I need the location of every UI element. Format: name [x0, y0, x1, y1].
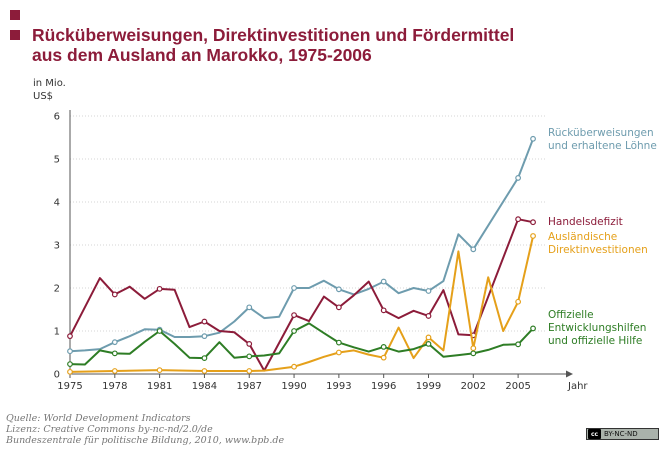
y-tick-label: 1: [54, 327, 60, 338]
series-marker-trade_deficit: [530, 219, 536, 226]
series-marker-trade_deficit: [515, 216, 522, 223]
series-marker-remittances: [67, 348, 73, 355]
series-label-remittances: Rücküberweisungen: [548, 127, 654, 139]
series-marker-aid: [291, 328, 297, 334]
y-axis-label-line-1: in Mio.: [33, 78, 66, 89]
series-marker-trade_deficit: [335, 304, 342, 311]
series-marker-aid: [156, 328, 163, 334]
series-marker-trade_deficit: [291, 312, 297, 318]
series-marker-remittances: [530, 135, 536, 142]
chart-title-line-2: aus dem Ausland an Marokko, 1975-2006: [32, 45, 372, 65]
x-tick-label: 1984: [192, 381, 217, 392]
series-label-aid: Offizielle: [548, 309, 594, 321]
series-marker-aid: [380, 344, 387, 350]
series-line-fdi: [69, 235, 535, 373]
series-marker-remittances: [291, 285, 297, 291]
cc-logo-icon: cc: [588, 429, 601, 439]
license-badge-text: BY-NC-ND: [604, 430, 638, 438]
chart-title-line-1: Rücküberweisungen, Direktinvestitionen u…: [32, 25, 515, 45]
series-marker-trade_deficit: [380, 307, 387, 314]
x-tick-label: 1975: [57, 381, 82, 392]
series-marker-fdi: [530, 233, 536, 239]
source-line-3: Bundeszentrale für politische Bildung, 2…: [6, 435, 285, 446]
y-axis-label: in Mio. US$: [33, 77, 66, 103]
series-marker-fdi: [246, 368, 253, 374]
series-marker-aid: [425, 341, 432, 347]
series-label-fdi: Direktinvestitionen: [548, 244, 648, 256]
x-tick-label: 1999: [416, 381, 441, 392]
y-tick-label: 0: [54, 370, 60, 381]
x-axis-arrow-icon: [566, 370, 573, 378]
title-bullet-top: [10, 10, 20, 20]
series-marker-trade_deficit: [201, 318, 208, 325]
series-marker-fdi: [470, 345, 477, 352]
series-label-remittances: und erhaltene Löhne: [548, 140, 657, 152]
series-marker-aid: [201, 355, 208, 361]
series-marker-fdi: [201, 368, 208, 374]
series-marker-aid: [515, 341, 522, 348]
series-marker-remittances: [515, 175, 522, 181]
series-marker-remittances: [335, 286, 342, 293]
y-tick-label: 3: [54, 241, 60, 252]
series-marker-aid: [335, 339, 342, 346]
y-tick-label: 5: [54, 155, 60, 166]
series-marker-trade_deficit: [246, 341, 253, 347]
x-tick-label: 1978: [102, 381, 127, 392]
series-marker-remittances: [380, 278, 387, 285]
license-badge[interactable]: cc BY-NC-ND: [586, 428, 659, 440]
title-bullet: [10, 30, 20, 40]
series-marker-aid: [111, 350, 118, 357]
series-marker-remittances: [470, 246, 477, 253]
source-line-2: Lizenz: Creative Commons by-nc-nd/2.0/de: [6, 424, 213, 435]
series-marker-fdi: [380, 354, 387, 361]
series-marker-remittances: [111, 339, 118, 346]
source-line-1: Quelle: World Development Indicators: [6, 413, 191, 424]
x-tick-label: 1990: [281, 381, 306, 392]
series-marker-fdi: [67, 368, 73, 375]
series-marker-fdi: [335, 349, 342, 356]
series-marker-aid: [530, 325, 536, 332]
series-line-remittances: [69, 137, 535, 353]
y-tick-label: 2: [54, 284, 60, 295]
series-marker-remittances: [425, 288, 432, 294]
x-tick-label: 1993: [326, 381, 351, 392]
x-tick-label: 1981: [147, 381, 172, 392]
series-label-aid: Entwicklungshilfen: [548, 322, 646, 334]
series-marker-trade_deficit: [67, 333, 73, 340]
series-marker-fdi: [425, 334, 432, 341]
series-line-aid: [69, 322, 535, 366]
x-axis-label: Jahr: [567, 381, 588, 392]
series-marker-trade_deficit: [156, 285, 163, 292]
series-marker-trade_deficit: [425, 313, 432, 319]
series-label-aid: und offizielle Hilfe: [548, 335, 642, 347]
x-tick-label: 2002: [461, 381, 486, 392]
series-marker-fdi: [156, 367, 163, 374]
y-tick-label: 6: [54, 112, 60, 123]
series-marker-fdi: [111, 368, 118, 374]
x-tick-label: 1996: [371, 381, 396, 392]
series-label-trade_deficit: Handelsdefizit: [548, 216, 623, 228]
series-marker-fdi: [515, 298, 522, 305]
series-label-fdi: Ausländische: [548, 231, 617, 243]
series-marker-fdi: [291, 363, 297, 370]
series-marker-aid: [246, 353, 253, 360]
x-tick-label: 2005: [505, 381, 530, 392]
series-marker-remittances: [246, 304, 253, 311]
x-tick-label: 1987: [237, 381, 262, 392]
y-axis-label-line-2: US$: [33, 91, 54, 102]
series-marker-remittances: [201, 333, 208, 340]
series-line-trade_deficit: [69, 218, 535, 372]
series-marker-trade_deficit: [111, 291, 118, 298]
series-marker-aid: [470, 350, 477, 357]
series-marker-aid: [67, 361, 73, 368]
y-tick-label: 4: [54, 198, 60, 209]
